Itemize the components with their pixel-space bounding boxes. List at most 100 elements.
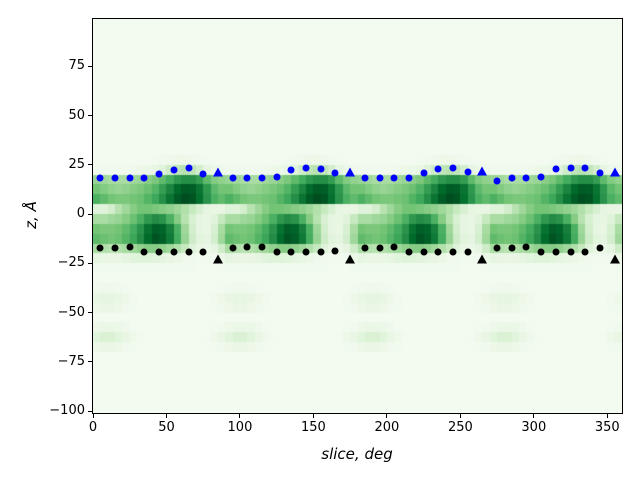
x-tick-label: 0: [88, 420, 98, 435]
black-dots-marker: [111, 244, 119, 252]
blue-dots-marker: [405, 174, 413, 182]
black-dots-marker: [537, 248, 545, 256]
blue-dots-marker: [508, 174, 516, 182]
black-dots-marker: [317, 248, 325, 256]
plot-area: [92, 18, 623, 414]
black-dots-marker: [331, 247, 339, 255]
y-tick-label: −75: [57, 353, 85, 369]
blue-triangles-marker: [609, 167, 620, 177]
y-tick-label: −100: [49, 403, 85, 419]
y-tick-mark: [88, 410, 92, 412]
x-tick-label: 200: [374, 420, 400, 435]
x-axis-label: slice, deg: [321, 445, 393, 463]
blue-dots-marker: [287, 166, 295, 174]
black-dots-marker: [449, 248, 457, 256]
black-dots-marker: [243, 243, 251, 251]
black-dots-marker: [390, 243, 398, 251]
blue-dots-marker: [390, 174, 398, 182]
heatmap-image: [93, 19, 622, 413]
marker-layer: [93, 19, 622, 413]
black-triangles-marker: [477, 254, 488, 264]
black-triangles-marker: [609, 254, 620, 264]
blue-dots-marker: [581, 164, 589, 172]
y-tick-mark: [88, 164, 92, 166]
black-dots-marker: [258, 243, 266, 251]
x-tick-label: 150: [300, 420, 326, 435]
black-triangles-marker: [345, 254, 356, 264]
y-tick-mark: [88, 115, 92, 117]
y-tick-label: 75: [68, 58, 85, 74]
black-dots-marker: [508, 244, 516, 252]
y-tick-mark: [88, 312, 92, 314]
blue-dots-marker: [273, 173, 281, 181]
blue-dots-marker: [596, 169, 604, 177]
black-dots-marker: [581, 248, 589, 256]
blue-dots-marker: [522, 174, 530, 182]
blue-dots-marker: [376, 174, 384, 182]
black-dots-marker: [434, 248, 442, 256]
black-dots-marker: [420, 248, 428, 256]
x-tick-label: 250: [447, 420, 473, 435]
black-dots-marker: [287, 248, 295, 256]
black-dots-marker: [567, 248, 575, 256]
x-tick-mark: [312, 414, 314, 418]
blue-dots-marker: [464, 168, 472, 176]
blue-dots-marker: [199, 170, 207, 178]
y-tick-label: 0: [76, 206, 85, 222]
black-dots-marker: [361, 244, 369, 252]
blue-dots-marker: [229, 174, 237, 182]
blue-dots-marker: [493, 177, 501, 185]
x-tick-label: 350: [594, 420, 620, 435]
black-dots-marker: [273, 248, 281, 256]
black-dots-marker: [229, 244, 237, 252]
black-dots-marker: [96, 244, 104, 252]
black-dots-marker: [493, 244, 501, 252]
blue-dots-marker: [111, 174, 119, 182]
x-tick-mark: [92, 414, 94, 418]
y-tick-mark: [88, 65, 92, 67]
blue-dots-marker: [434, 165, 442, 173]
x-tick-mark: [386, 414, 388, 418]
blue-dots-marker: [552, 165, 560, 173]
x-tick-label: 300: [521, 420, 547, 435]
blue-triangles-marker: [477, 166, 488, 176]
x-tick-mark: [459, 414, 461, 418]
blue-dots-marker: [126, 174, 134, 182]
black-dots-marker: [596, 244, 604, 252]
blue-dots-marker: [420, 169, 428, 177]
black-dots-marker: [199, 248, 207, 256]
y-tick-mark: [88, 361, 92, 363]
black-dots-marker: [140, 248, 148, 256]
black-dots-marker: [464, 248, 472, 256]
blue-dots-marker: [155, 170, 163, 178]
y-tick-label: −25: [57, 255, 85, 271]
blue-dots-marker: [96, 174, 104, 182]
black-dots-marker: [155, 248, 163, 256]
blue-dots-marker: [449, 164, 457, 172]
x-tick-mark: [533, 414, 535, 418]
y-tick-label: −50: [57, 304, 85, 320]
blue-triangles-marker: [212, 167, 223, 177]
black-dots-marker: [376, 244, 384, 252]
y-tick-label: 50: [68, 107, 85, 123]
y-tick-mark: [88, 213, 92, 215]
black-dots-marker: [405, 248, 413, 256]
blue-dots-marker: [243, 174, 251, 182]
x-tick-label: 100: [227, 420, 253, 435]
blue-dots-marker: [331, 169, 339, 177]
black-dots-marker: [522, 243, 530, 251]
black-dots-marker: [552, 248, 560, 256]
blue-dots-marker: [185, 164, 192, 172]
blue-dots-marker: [170, 166, 178, 174]
blue-dots-marker: [537, 173, 545, 181]
y-tick-label: 25: [68, 156, 85, 172]
x-tick-mark: [239, 414, 241, 418]
blue-dots-marker: [361, 174, 369, 182]
blue-dots-marker: [302, 164, 310, 172]
black-triangles-marker: [212, 254, 223, 264]
x-tick-mark: [165, 414, 167, 418]
y-tick-mark: [88, 262, 92, 264]
blue-dots-marker: [317, 165, 325, 173]
x-tick-label: 50: [158, 420, 175, 435]
